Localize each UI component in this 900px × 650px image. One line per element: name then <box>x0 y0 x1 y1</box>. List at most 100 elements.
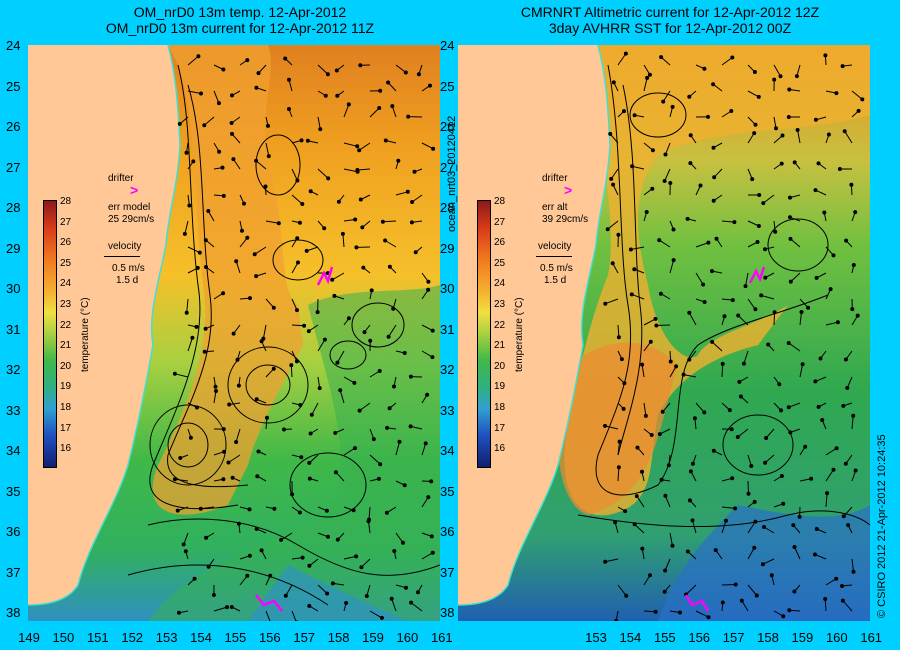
velocity-arrow <box>634 523 645 534</box>
velocity-arrow-head <box>685 549 690 554</box>
velocity-arrow-head <box>732 220 737 225</box>
velocity-arrow-head <box>355 144 360 149</box>
velocity-arrow <box>265 610 271 621</box>
velocity-arrow-head <box>640 362 645 367</box>
velocity-arrow-head <box>240 228 244 233</box>
colorbar-tick-label: 20 <box>60 360 72 372</box>
velocity-arrow-head <box>813 552 817 557</box>
velocity-arrow-head <box>724 518 728 523</box>
velocity-arrow-head <box>649 433 654 437</box>
velocity-arrow-head <box>405 189 410 194</box>
velocity-arrow-head <box>644 210 649 214</box>
velocity-arrow <box>391 598 397 612</box>
velocity-arrow-head <box>289 363 294 368</box>
velocity-arrow <box>799 311 802 326</box>
latitude-label: 29 <box>440 240 455 256</box>
velocity-arrow-head <box>813 188 818 193</box>
velocity-arrow <box>395 441 400 456</box>
latitude-label: 30 <box>6 281 21 296</box>
velocity-arrow <box>358 142 371 151</box>
colorbar-tick-label: 17 <box>60 422 72 434</box>
velocity-arrow-head <box>702 410 707 415</box>
drifter-track-south <box>255 594 283 612</box>
velocity-arrow <box>688 312 697 326</box>
longitude-label: 151 <box>86 630 109 645</box>
longitude-label: 154 <box>619 630 642 645</box>
colorbar-tick-label: 22 <box>60 319 72 331</box>
velocity-arrow-head <box>230 93 234 98</box>
velocity-arrow-head <box>788 236 793 241</box>
velocity-arrow-head <box>198 506 203 511</box>
velocity-arrow-head <box>255 474 260 479</box>
velocity-arrow-head <box>720 361 725 366</box>
velocity-arrow-head <box>825 491 830 496</box>
velocity-arrow <box>665 142 671 155</box>
velocity-arrow-head <box>297 220 302 225</box>
latitude-label: 25 <box>440 78 455 94</box>
velocity-arrow <box>187 55 199 66</box>
velocity-arrow-head <box>211 593 216 597</box>
latitude-label: 24 <box>6 38 21 53</box>
velocity-arrow-head <box>183 549 188 554</box>
velocity-arrow-head <box>271 366 276 371</box>
latitude-label: 27 <box>6 159 21 175</box>
velocity-arrow-head <box>787 608 792 613</box>
velocity-arrow-head <box>242 201 246 206</box>
velocity-arrow-head <box>666 463 671 468</box>
velocity-arrow-head <box>843 357 848 362</box>
velocity-arrow-head <box>340 231 345 236</box>
velocity-arrow-head <box>364 594 369 598</box>
velocity-arrow-head <box>788 215 792 220</box>
velocity-arrow <box>187 337 193 352</box>
velocity-arrow-head <box>287 107 291 111</box>
velocity-arrow <box>643 77 648 92</box>
velocity-arrow-head <box>392 384 396 389</box>
velocity-arrow <box>605 558 619 563</box>
colorbar-tick-label: 19 <box>60 381 72 393</box>
velocity-arrow <box>745 272 749 287</box>
colorbar-tick-label: 28 <box>60 196 72 207</box>
velocity-arrow-head <box>380 219 385 224</box>
velocity-arrow <box>605 298 619 305</box>
velocity-arrow-head <box>722 314 727 319</box>
velocity-arrow <box>747 480 749 494</box>
velocity-arrow-head <box>300 202 305 206</box>
velocity-arrow-head <box>368 338 373 343</box>
velocity-arrow-head <box>663 152 668 157</box>
velocity-arrow <box>762 194 775 204</box>
velocity-arrow-head <box>773 229 778 234</box>
warm-current-core <box>152 45 303 515</box>
colorbar-tick-label: 21 <box>60 340 72 352</box>
velocity-arrow-head <box>326 534 330 539</box>
velocity-arrow-head <box>287 77 291 82</box>
right-colorbar-title: temperature (°C) <box>514 297 525 372</box>
velocity-arrow-head <box>408 374 413 379</box>
velocity-arrow-head <box>653 316 658 321</box>
colorbar-tick-label: 27 <box>60 216 72 228</box>
velocity-arrow-head <box>759 293 764 298</box>
velocity-arrow-head <box>204 535 209 540</box>
velocity-arrow-head <box>259 548 264 553</box>
velocity-arrow-head <box>360 225 365 230</box>
latitude-label: 30 <box>440 281 455 296</box>
longitude-label: 158 <box>327 630 350 645</box>
velocity-arrow <box>395 64 407 73</box>
velocity-arrow-head <box>657 432 662 437</box>
velocity-arrow-head <box>230 475 235 480</box>
velocity-arrow-head <box>354 245 359 250</box>
velocity-arrow <box>187 246 201 254</box>
velocity-arrow-head <box>195 265 200 270</box>
velocity-arrow-head <box>378 88 383 93</box>
credit-label: © CSIRO 2012 21-Apr-2012 10:24:35 <box>876 434 888 618</box>
coastline <box>458 45 611 606</box>
longitude-label: 155 <box>224 630 247 645</box>
colorbar-tick-label: 24 <box>60 278 72 290</box>
velocity-arrow <box>291 194 303 205</box>
velocity-arrow <box>737 428 749 438</box>
velocity-arrow-head <box>772 310 777 315</box>
velocity-arrow-head <box>823 53 828 58</box>
velocity-arrow <box>213 606 228 612</box>
velocity-arrow-head <box>252 252 257 257</box>
velocity-arrow-head <box>733 506 738 511</box>
velocity-arrow <box>604 425 619 430</box>
